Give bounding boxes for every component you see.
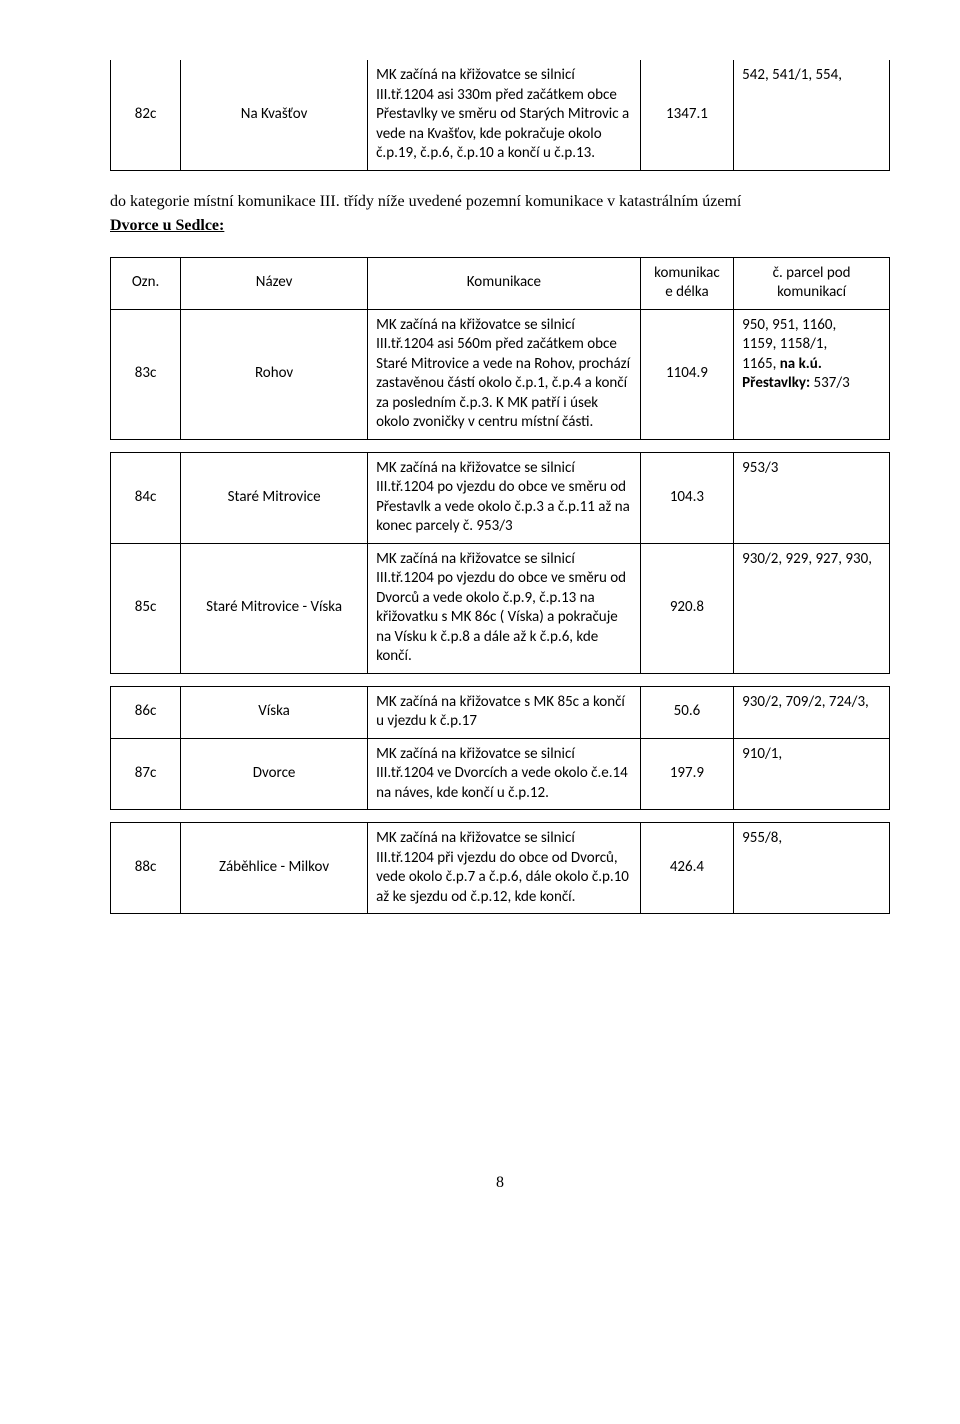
cell-nazev: Rohov	[181, 309, 368, 439]
table-block-3: 84c Staré Mitrovice MK začíná na křižova…	[110, 452, 890, 674]
table-block-4: 86c Víska MK začíná na křižovatce s MK 8…	[110, 686, 890, 811]
cell-len: 920.8	[640, 543, 733, 673]
cell-parcel: 955/8,	[734, 823, 890, 914]
cell-parcel: 930/2, 709/2, 724/3,	[734, 686, 890, 738]
parcel-line: 537/3	[810, 374, 850, 392]
table-row: 87c Dvorce MK začíná na křižovatce se si…	[111, 738, 890, 810]
col-header-nazev: Název	[181, 257, 368, 309]
cell-len: 426.4	[640, 823, 733, 914]
cell-parcel: 542, 541/1, 554,	[734, 60, 890, 170]
cell-desc: MK začíná na křižovatce se silnicí III.t…	[368, 738, 641, 810]
cell-len: 50.6	[640, 686, 733, 738]
cell-parcel: 950, 951, 1160, 1159, 1158/1, 1165, na k…	[734, 309, 890, 439]
cell-ozn: 82c	[111, 60, 181, 170]
cell-parcel: 930/2, 929, 927, 930,	[734, 543, 890, 673]
cell-len: 197.9	[640, 738, 733, 810]
page-number: 8	[110, 1174, 890, 1192]
table-row: 83c Rohov MK začíná na křižovatce se sil…	[111, 309, 890, 439]
cell-len: 1104.9	[640, 309, 733, 439]
cell-desc: MK začíná na křižovatce se silnicí III.t…	[368, 452, 641, 543]
spacer	[110, 674, 890, 686]
section-heading: Dvorce u Sedlce:	[110, 217, 890, 235]
col-header-desc: Komunikace	[368, 257, 641, 309]
cell-len: 104.3	[640, 452, 733, 543]
cell-parcel: 910/1,	[734, 738, 890, 810]
spacer	[110, 810, 890, 822]
cell-ozn: 83c	[111, 309, 181, 439]
document-page: 82c Na Kvašťov MK začíná na křižovatce s…	[0, 0, 960, 1232]
cell-desc: MK začíná na křižovatce se silnicí III.t…	[368, 543, 641, 673]
table-row: 84c Staré Mitrovice MK začíná na křižova…	[111, 452, 890, 543]
table-row: 86c Víska MK začíná na křižovatce s MK 8…	[111, 686, 890, 738]
table-row: 82c Na Kvašťov MK začíná na křižovatce s…	[111, 60, 890, 170]
table-block-1: 82c Na Kvašťov MK začíná na křižovatce s…	[110, 60, 890, 171]
table-row: 85c Staré Mitrovice - Víska MK začíná na…	[111, 543, 890, 673]
parcel-line: 950, 951, 1160,	[742, 316, 836, 334]
section-intro-text: do kategorie místní komunikace III. tříd…	[110, 193, 890, 211]
table-header-row: Ozn. Název Komunikace komunikac e délka …	[111, 257, 890, 309]
cell-len: 1347.1	[640, 60, 733, 170]
cell-nazev: Na Kvašťov	[181, 60, 368, 170]
cell-desc: MK začíná na křižovatce s MK 85c a končí…	[368, 686, 641, 738]
cell-nazev: Dvorce	[181, 738, 368, 810]
col-header-len: komunikac e délka	[640, 257, 733, 309]
cell-ozn: 88c	[111, 823, 181, 914]
cell-desc: MK začíná na křižovatce se silnicí III.t…	[368, 60, 641, 170]
cell-nazev: Staré Mitrovice	[181, 452, 368, 543]
table-block-2: Ozn. Název Komunikace komunikac e délka …	[110, 257, 890, 440]
parcel-line: 1165,	[742, 355, 780, 373]
cell-nazev: Záběhlice - Milkov	[181, 823, 368, 914]
cell-ozn: 86c	[111, 686, 181, 738]
col-header-ozn: Ozn.	[111, 257, 181, 309]
cell-parcel: 953/3	[734, 452, 890, 543]
cell-desc: MK začíná na křižovatce se silnicí III.t…	[368, 823, 641, 914]
cell-desc: MK začíná na křižovatce se silnicí III.t…	[368, 309, 641, 439]
cell-ozn: 87c	[111, 738, 181, 810]
col-header-parcel: č. parcel pod komunikací	[734, 257, 890, 309]
cell-ozn: 84c	[111, 452, 181, 543]
cell-nazev: Víska	[181, 686, 368, 738]
cell-nazev: Staré Mitrovice - Víska	[181, 543, 368, 673]
table-block-5: 88c Záběhlice - Milkov MK začíná na křiž…	[110, 822, 890, 914]
spacer	[110, 440, 890, 452]
table-row: 88c Záběhlice - Milkov MK začíná na křiž…	[111, 823, 890, 914]
parcel-line: 1159, 1158/1,	[742, 335, 827, 353]
cell-ozn: 85c	[111, 543, 181, 673]
